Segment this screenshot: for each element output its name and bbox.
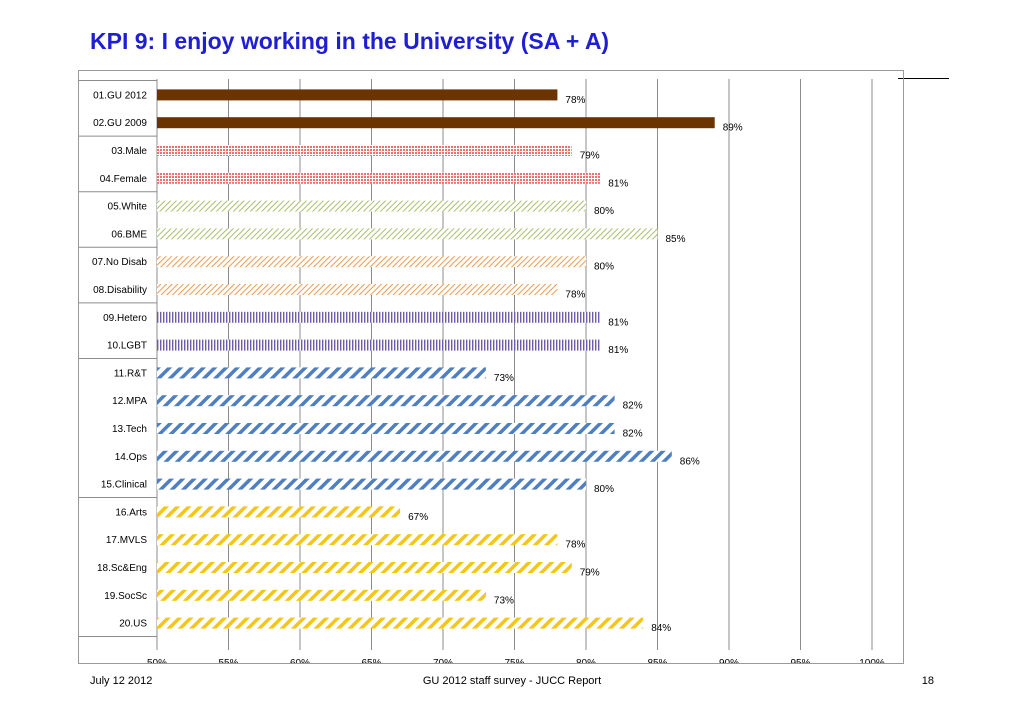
data-label: 80% [594, 262, 614, 273]
x-tick-label: 75% [504, 658, 524, 663]
bar [157, 617, 644, 629]
x-tick-label: 85% [647, 658, 667, 663]
category-label: 11.R&T [114, 368, 147, 379]
category-label: 13.Tech [112, 424, 147, 435]
category-label: 03.Male [111, 146, 147, 157]
data-label: 82% [623, 429, 643, 440]
bar [157, 89, 558, 101]
data-label: 84% [651, 623, 671, 634]
data-label: 89% [723, 123, 743, 134]
bars [157, 89, 715, 629]
bar [157, 228, 658, 240]
x-tick-label: 100% [859, 658, 885, 663]
category-label: 15.Clinical [101, 480, 147, 491]
page-number: 18 [921, 675, 934, 687]
data-label: 67% [408, 512, 428, 523]
category-label: 20.US [119, 619, 147, 630]
data-label: 73% [494, 373, 514, 384]
data-label: 79% [580, 568, 600, 579]
data-label: 79% [580, 151, 600, 162]
footer-date: July 12 2012 [90, 675, 153, 687]
x-tick-label: 55% [218, 658, 238, 663]
chart-frame: 50% 55% 60% 65% 70% 75% 80% 85% 90% 95% 100% 01.GU … [78, 70, 904, 664]
category-label: 05.White [108, 202, 148, 213]
data-label: 73% [494, 595, 514, 606]
labels: 50% 55% 60% 65% 70% 75% 80% 85% 90% 95% 100% 01.GU … [92, 90, 885, 663]
category-label: 08.Disability [93, 285, 147, 296]
data-label: 82% [623, 401, 643, 412]
bar [157, 423, 615, 434]
bar [157, 284, 558, 295]
x-tick-label: 90% [719, 658, 739, 663]
category-label: 09.Hetero [103, 313, 147, 324]
bar [157, 311, 601, 323]
data-label: 86% [680, 456, 700, 467]
bar [157, 200, 586, 212]
data-label: 78% [565, 95, 585, 106]
data-label: 80% [594, 484, 614, 495]
bar [157, 589, 486, 601]
data-label: 81% [608, 178, 628, 189]
data-label: 80% [594, 206, 614, 217]
data-label: 81% [608, 345, 628, 356]
bar [157, 395, 615, 407]
data-label: 78% [565, 290, 585, 301]
bar [157, 534, 558, 546]
bar [157, 367, 486, 379]
category-label: 17.MVLS [106, 535, 147, 546]
category-label: 04.Female [100, 174, 148, 185]
page-title: KPI 9: I enjoy working in the University… [90, 28, 610, 54]
bar [157, 478, 586, 490]
x-tick-label: 60% [290, 658, 310, 663]
category-label: 07.No Disab [92, 257, 147, 268]
category-label: 12.MPA [112, 396, 147, 407]
category-label: 16.Arts [115, 507, 147, 518]
x-tick-label: 80% [576, 658, 596, 663]
category-label: 02.GU 2009 [93, 118, 147, 129]
category-label: 10.LGBT [107, 341, 147, 352]
data-label: 78% [565, 540, 585, 551]
x-tick-label: 65% [361, 658, 381, 663]
bar [157, 256, 586, 268]
bar [157, 562, 572, 573]
bar [157, 117, 715, 129]
bar [157, 145, 572, 156]
footer-report-title: GU 2012 staff survey - JUCC Report [422, 675, 602, 687]
bar [157, 506, 401, 518]
data-label: 85% [666, 234, 686, 245]
title-rule [898, 78, 949, 79]
category-label: 01.GU 2012 [93, 90, 147, 101]
x-tick-label: 70% [433, 658, 453, 663]
x-tick-label: 50% [147, 658, 167, 663]
category-label: 06.BME [111, 229, 147, 240]
bar [157, 172, 601, 184]
category-label: 19.SocSc [104, 591, 147, 602]
category-label: 18.Sc&Eng [97, 563, 147, 574]
bar [157, 339, 601, 351]
bar-chart: 50% 55% 60% 65% 70% 75% 80% 85% 90% 95% 100% 01.GU … [79, 79, 885, 663]
category-label: 14.Ops [115, 452, 147, 463]
data-label: 81% [608, 317, 628, 328]
x-tick-label: 95% [790, 658, 810, 663]
bar [157, 450, 672, 462]
